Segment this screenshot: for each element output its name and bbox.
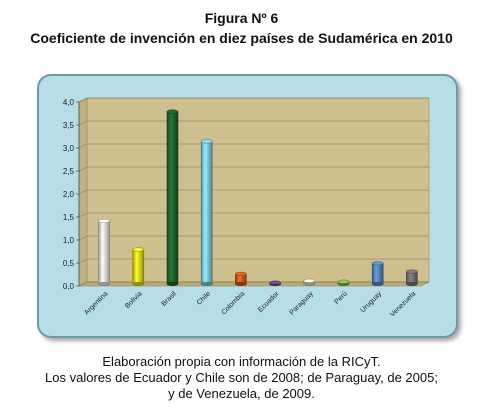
x-tick-label: Ecuador (257, 290, 281, 314)
gridline-side (78, 189, 88, 195)
gridline-side (78, 235, 88, 241)
bar-chart: 0,0 0,5 1,0 1,5 2,0 2,5 3,0 3,5 4,0 Argentina Boli… (63, 97, 430, 319)
x-tick-label: Paraguay (289, 290, 315, 316)
x-tick-label: Uruguay (359, 290, 383, 314)
gridline-side (78, 143, 88, 149)
bar-base (132, 281, 145, 286)
bar (200, 141, 213, 285)
bar-base (372, 281, 384, 286)
y-tick-label: 0,0 (63, 282, 75, 291)
gridline-side (78, 166, 88, 172)
bar-base (98, 281, 110, 286)
y-tick-label: 4,0 (63, 98, 75, 107)
bar (371, 263, 384, 285)
bar-top (406, 269, 418, 274)
gridline-side (78, 212, 88, 218)
bar-top (132, 247, 145, 252)
bar-base (200, 281, 213, 286)
x-tick-label: Colombia (220, 290, 246, 316)
bar-top (303, 278, 315, 283)
bar-top (337, 279, 350, 284)
y-tick-label: 3,0 (63, 144, 75, 153)
caption-line-2: Los valores de Ecuador y Chile son de 20… (45, 370, 438, 385)
bar-top (98, 218, 110, 223)
gridline-side (78, 258, 88, 264)
y-tick-label: 2,0 (63, 190, 75, 199)
y-tick-label: 1,5 (63, 213, 75, 222)
gridline-side (78, 281, 88, 287)
x-tick-label: Bolivia (124, 290, 144, 310)
x-tick-label: Chile (196, 290, 212, 306)
bar-base (406, 281, 418, 286)
bar-top (235, 271, 247, 276)
bar (166, 111, 179, 285)
chart-title: Coeficiente de invención en diez países … (30, 30, 453, 46)
y-tick-label: 1,0 (63, 236, 75, 245)
gridline-side (78, 97, 88, 103)
gridline-side (78, 120, 88, 126)
y-tick-label: 3,5 (63, 121, 75, 130)
bar (132, 249, 145, 285)
bar-top (166, 109, 179, 114)
caption-line-1: Elaboración propia con información de la… (102, 354, 381, 369)
caption-line-3: y de Venezuela, de 2009. (168, 386, 315, 401)
bar-top (269, 280, 281, 285)
y-tick-label: 2,5 (63, 167, 75, 176)
bar (98, 220, 110, 285)
bar-base (166, 281, 179, 286)
figure-number: Figura Nº 6 (204, 10, 279, 26)
bar-base (235, 281, 247, 286)
bar-top (372, 261, 384, 266)
x-tick-label: Venezuela (389, 290, 417, 318)
x-tick-label: Brasil (161, 290, 179, 308)
y-tick-label: 0,5 (63, 259, 75, 268)
x-tick-label: Argentina (83, 290, 109, 316)
bar-top (200, 139, 213, 144)
x-tick-label: Perú (334, 290, 349, 305)
